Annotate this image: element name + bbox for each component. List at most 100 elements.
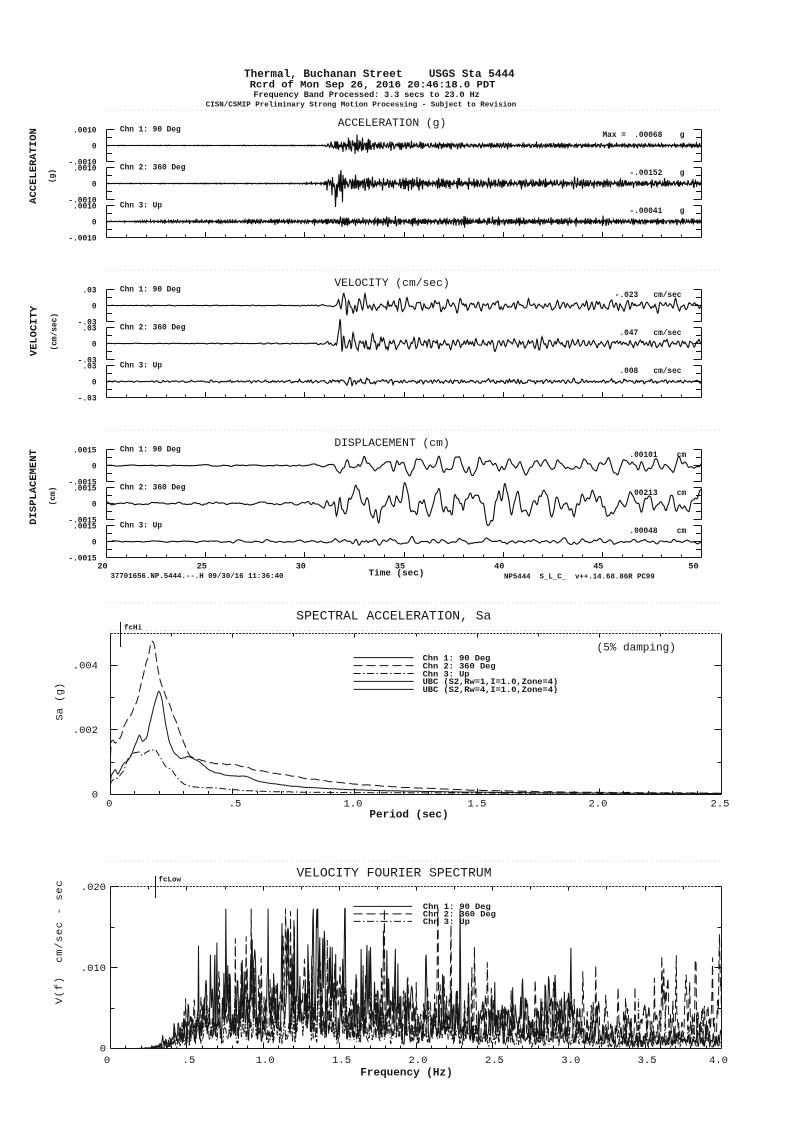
svg-text:Chn 2: 360 Deg: Chn 2: 360 Deg bbox=[120, 324, 186, 332]
svg-text:.0010: .0010 bbox=[73, 128, 97, 136]
svg-text:1.5: 1.5 bbox=[468, 799, 487, 811]
svg-text:-.0015: -.0015 bbox=[68, 556, 96, 564]
svg-text:.008: .008 bbox=[619, 368, 638, 376]
svg-text:0: 0 bbox=[92, 501, 97, 509]
svg-text:g: g bbox=[680, 170, 685, 178]
svg-text:Chn 1: 90 Deg: Chn 1: 90 Deg bbox=[120, 286, 181, 294]
svg-text:(5% damping): (5% damping) bbox=[597, 643, 676, 655]
svg-text:0: 0 bbox=[92, 181, 97, 189]
svg-text:1.0: 1.0 bbox=[256, 1055, 275, 1067]
svg-text:0: 0 bbox=[100, 1044, 106, 1056]
svg-text:1.0: 1.0 bbox=[344, 799, 363, 811]
svg-text:(cm/sec): (cm/sec) bbox=[51, 313, 59, 350]
svg-text:VELOCITY: VELOCITY bbox=[29, 305, 41, 356]
svg-text:Frequency Band Processed: 3.3: Frequency Band Processed: 3.3 secs to 23… bbox=[254, 90, 480, 100]
svg-text:V(f) cm/sec - sec: V(f) cm/sec - sec bbox=[54, 880, 66, 1004]
svg-text:0: 0 bbox=[106, 799, 112, 811]
svg-text:.5: .5 bbox=[229, 799, 242, 811]
svg-text:2.5: 2.5 bbox=[711, 799, 730, 811]
svg-text:30: 30 bbox=[296, 562, 306, 572]
svg-text:-.03: -.03 bbox=[78, 358, 97, 366]
svg-text:VELOCITY FOURIER SPECTRUM: VELOCITY FOURIER SPECTRUM bbox=[296, 866, 491, 881]
svg-text:.020: .020 bbox=[81, 882, 106, 894]
svg-text:cm: cm bbox=[677, 490, 687, 498]
svg-text:-.0010: -.0010 bbox=[68, 160, 96, 168]
svg-text:.03: .03 bbox=[82, 288, 96, 296]
svg-text:fcLow: fcLow bbox=[159, 877, 182, 885]
svg-text:cm/sec: cm/sec bbox=[653, 292, 681, 300]
svg-text:Chn 3: Up: Chn 3: Up bbox=[120, 522, 162, 530]
svg-text:2.5: 2.5 bbox=[485, 1055, 504, 1067]
svg-text:-.03: -.03 bbox=[78, 320, 97, 328]
svg-text:CISN/CSMIP Preliminary Strong: CISN/CSMIP Preliminary Strong Motion Pro… bbox=[206, 102, 517, 110]
svg-text:.004: .004 bbox=[73, 661, 98, 673]
svg-text:Chn 2: 360 Deg: Chn 2: 360 Deg bbox=[423, 910, 496, 920]
svg-text:0: 0 bbox=[92, 341, 97, 349]
svg-text:g: g bbox=[680, 132, 685, 140]
svg-text:Chn 1: 90 Deg: Chn 1: 90 Deg bbox=[120, 446, 181, 454]
svg-text:.00213: .00213 bbox=[629, 490, 657, 498]
svg-text:NP5444 S_L_C_ v++.14.68.86R: NP5444 S_L_C_ v++.14.68.86R PC99 bbox=[504, 573, 655, 581]
svg-text:-.00152: -.00152 bbox=[630, 170, 663, 178]
svg-text:Chn 1: 90 Deg: Chn 1: 90 Deg bbox=[423, 902, 491, 912]
svg-text:0: 0 bbox=[92, 790, 98, 802]
svg-text:40: 40 bbox=[494, 562, 504, 572]
svg-text:1.5: 1.5 bbox=[332, 1055, 351, 1067]
svg-text:Chn 2: 360 Deg: Chn 2: 360 Deg bbox=[120, 484, 186, 492]
svg-text:.03: .03 bbox=[82, 364, 96, 372]
svg-text:.010: .010 bbox=[81, 963, 106, 975]
svg-text:UBC (S2,Rw=4,I=1.0,Zone=4): UBC (S2,Rw=4,I=1.0,Zone=4) bbox=[423, 685, 559, 695]
svg-text:.03: .03 bbox=[82, 326, 96, 334]
svg-text:0: 0 bbox=[92, 539, 97, 547]
svg-text:.00048: .00048 bbox=[629, 528, 657, 536]
svg-text:4.0: 4.0 bbox=[709, 1055, 728, 1067]
svg-text:25: 25 bbox=[197, 562, 207, 572]
svg-text:20: 20 bbox=[97, 562, 107, 572]
svg-text:0: 0 bbox=[92, 463, 97, 471]
svg-text:.002: .002 bbox=[73, 725, 98, 737]
svg-text:Chn 3: Up: Chn 3: Up bbox=[423, 917, 470, 927]
svg-text:SPECTRAL ACCELERATION, Sa: SPECTRAL ACCELERATION, Sa bbox=[296, 609, 491, 624]
svg-text:-.0015: -.0015 bbox=[68, 518, 96, 526]
svg-text:-.0015: -.0015 bbox=[68, 480, 96, 488]
svg-text:Period (sec): Period (sec) bbox=[369, 810, 448, 822]
svg-text:Max =: Max = bbox=[603, 132, 627, 140]
svg-text:cm/sec: cm/sec bbox=[653, 368, 681, 376]
svg-text:0: 0 bbox=[92, 379, 97, 387]
svg-text:Chn 2: 360 Deg: Chn 2: 360 Deg bbox=[423, 661, 496, 671]
svg-text:0: 0 bbox=[104, 1055, 110, 1067]
svg-text:Chn 2: 360 Deg: Chn 2: 360 Deg bbox=[120, 164, 186, 172]
svg-text:Chn 1: 90 Deg: Chn 1: 90 Deg bbox=[120, 126, 181, 134]
svg-text:2.0: 2.0 bbox=[409, 1055, 428, 1067]
svg-text:Sa (g): Sa (g) bbox=[54, 683, 66, 721]
svg-text:Chn 1: 90 Deg: Chn 1: 90 Deg bbox=[423, 653, 491, 663]
svg-text:0: 0 bbox=[92, 143, 97, 151]
svg-text:fcHi: fcHi bbox=[124, 625, 143, 633]
svg-text:cm/sec: cm/sec bbox=[653, 330, 681, 338]
svg-text:UBC (S2,Rw=1,I=1.0,Zone=4): UBC (S2,Rw=1,I=1.0,Zone=4) bbox=[423, 677, 559, 687]
svg-text:ACCELERATION (g): ACCELERATION (g) bbox=[338, 118, 446, 130]
svg-text:Chn 3: Up: Chn 3: Up bbox=[423, 669, 470, 679]
svg-text:50: 50 bbox=[688, 562, 698, 572]
svg-text:45: 45 bbox=[593, 562, 603, 572]
svg-text:Thermal, Buchanan Street US: Thermal, Buchanan Street USGS Sta 5444 bbox=[244, 69, 515, 81]
svg-text:0: 0 bbox=[92, 303, 97, 311]
svg-text:.047: .047 bbox=[619, 330, 638, 338]
svg-text:(g): (g) bbox=[50, 169, 58, 183]
svg-text:Rcrd of Mon Sep 26, 2016 20:46: Rcrd of Mon Sep 26, 2016 20:46:18.0 PDT bbox=[250, 79, 496, 91]
svg-text:37701656.NP.5444.--.H 09/30/16: 37701656.NP.5444.--.H 09/30/16 11:36:40 bbox=[111, 573, 285, 581]
svg-text:VELOCITY (cm/sec): VELOCITY (cm/sec) bbox=[334, 278, 449, 290]
svg-text:(cm): (cm) bbox=[50, 487, 58, 506]
svg-text:.00101: .00101 bbox=[629, 452, 657, 460]
svg-text:3.0: 3.0 bbox=[561, 1055, 580, 1067]
svg-text:cm: cm bbox=[677, 528, 687, 536]
svg-text:-.00041: -.00041 bbox=[630, 208, 663, 216]
svg-text:.0010: .0010 bbox=[73, 204, 97, 212]
svg-text:ACCELERATION: ACCELERATION bbox=[28, 128, 40, 204]
svg-text:cm: cm bbox=[677, 452, 687, 460]
svg-text:.0015: .0015 bbox=[73, 486, 97, 494]
svg-text:DISPLACEMENT (cm): DISPLACEMENT (cm) bbox=[334, 438, 449, 450]
svg-text:-.0010: -.0010 bbox=[68, 198, 96, 206]
svg-text:Frequency (Hz): Frequency (Hz) bbox=[360, 1068, 452, 1080]
svg-text:.0015: .0015 bbox=[73, 448, 97, 456]
